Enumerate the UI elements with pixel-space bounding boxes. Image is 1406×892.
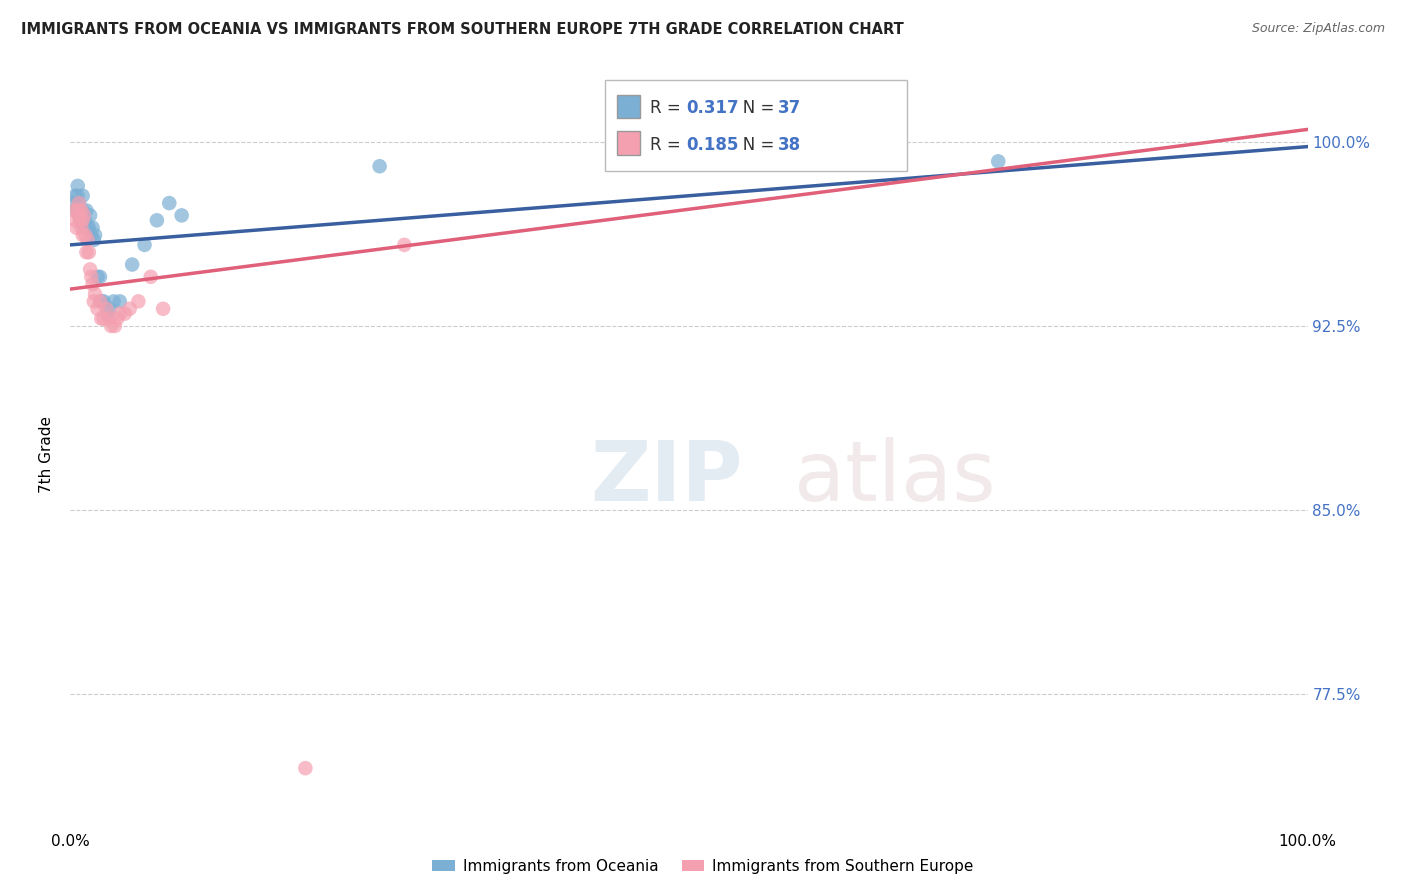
Text: 0.317: 0.317	[686, 99, 738, 117]
Point	[65, 203, 87, 218]
Point	[80, 228, 103, 243]
Point	[79, 208, 101, 222]
Text: 37: 37	[778, 99, 801, 117]
Y-axis label: 7th Grade: 7th Grade	[39, 417, 55, 493]
Point	[82, 277, 104, 292]
Point	[838, 147, 860, 161]
Point	[152, 301, 174, 316]
Point	[76, 220, 98, 235]
Point	[66, 178, 89, 193]
Point	[146, 213, 169, 227]
Point	[134, 238, 156, 252]
Point	[72, 228, 94, 243]
Point	[121, 258, 143, 272]
Text: Source: ZipAtlas.com: Source: ZipAtlas.com	[1251, 22, 1385, 36]
Text: IMMIGRANTS FROM OCEANIA VS IMMIGRANTS FROM SOUTHERN EUROPE 7TH GRADE CORRELATION: IMMIGRANTS FROM OCEANIA VS IMMIGRANTS FR…	[21, 22, 904, 37]
Point	[69, 213, 91, 227]
Point	[63, 196, 86, 211]
Point	[70, 203, 93, 218]
Point	[67, 196, 90, 211]
Point	[75, 245, 97, 260]
Point	[69, 213, 91, 227]
Point	[66, 203, 89, 218]
Point	[73, 218, 96, 232]
Text: N =: N =	[727, 136, 779, 153]
Point	[73, 208, 96, 222]
Point	[65, 213, 87, 227]
Point	[108, 307, 131, 321]
Point	[67, 208, 90, 222]
Point	[89, 294, 111, 309]
Point	[157, 196, 180, 211]
Point	[294, 761, 316, 775]
Point	[72, 203, 94, 218]
Point	[987, 154, 1010, 169]
Point	[72, 188, 94, 202]
Text: R =: R =	[650, 136, 686, 153]
Point	[76, 233, 98, 247]
Point	[98, 301, 121, 316]
Point	[77, 220, 100, 235]
Point	[82, 220, 104, 235]
Point	[75, 203, 97, 218]
Point	[63, 203, 86, 218]
Point	[65, 188, 87, 202]
Point	[104, 318, 127, 333]
Point	[75, 213, 97, 227]
Text: 0.185: 0.185	[686, 136, 738, 153]
Text: 38: 38	[778, 136, 800, 153]
Point	[86, 301, 108, 316]
Point	[72, 213, 94, 227]
Point	[100, 318, 122, 333]
Point	[118, 301, 141, 316]
Point	[108, 294, 131, 309]
Point	[80, 269, 103, 284]
Point	[89, 269, 111, 284]
Point	[86, 269, 108, 284]
Text: atlas: atlas	[794, 437, 995, 518]
Point	[93, 311, 115, 326]
Legend: Immigrants from Oceania, Immigrants from Southern Europe: Immigrants from Oceania, Immigrants from…	[426, 853, 980, 880]
Point	[103, 294, 125, 309]
Point	[96, 307, 118, 321]
Point	[83, 233, 105, 247]
Text: N =: N =	[727, 99, 779, 117]
Point	[67, 208, 90, 222]
Point	[97, 311, 120, 326]
Point	[90, 311, 112, 326]
Point	[84, 228, 107, 243]
Text: ZIP: ZIP	[591, 437, 742, 518]
Point	[75, 228, 97, 243]
Point	[84, 287, 107, 301]
Point	[93, 294, 115, 309]
Point	[368, 159, 391, 173]
Point	[96, 301, 118, 316]
Point	[70, 220, 93, 235]
Point	[90, 294, 112, 309]
Point	[70, 208, 93, 222]
Point	[114, 307, 136, 321]
Point	[170, 208, 193, 222]
Point	[66, 188, 89, 202]
Point	[139, 269, 162, 284]
Point	[67, 196, 90, 211]
Text: R =: R =	[650, 99, 686, 117]
Point	[105, 311, 128, 326]
Point	[127, 294, 149, 309]
Point	[65, 220, 87, 235]
Point	[83, 294, 105, 309]
Point	[79, 262, 101, 277]
Point	[394, 238, 416, 252]
Point	[77, 245, 100, 260]
